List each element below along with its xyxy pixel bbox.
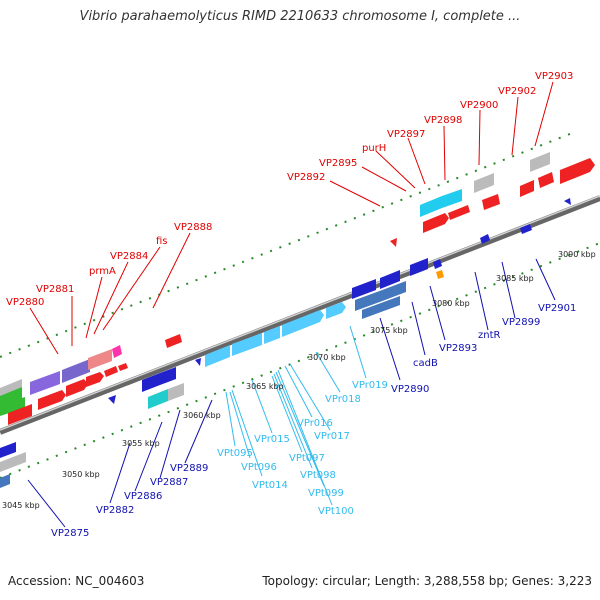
rna-label[interactable]: VPt096 <box>241 462 277 473</box>
rna-label[interactable]: VPt097 <box>289 453 325 464</box>
accession-text: Accession: NC_004603 <box>8 574 145 588</box>
chromosome-backbone <box>0 195 600 435</box>
rna-label[interactable]: VPt098 <box>300 470 336 481</box>
rna-label[interactable]: VPt014 <box>252 480 288 491</box>
scale-label: 3045 kbp <box>2 501 40 510</box>
gene-label[interactable]: VP2880 <box>6 297 44 308</box>
scale-label: 3050 kbp <box>62 470 100 479</box>
scale-label: 3060 kbp <box>183 411 221 420</box>
gene-label[interactable]: VP2899 <box>502 317 540 328</box>
gene-label[interactable]: purH <box>362 143 386 154</box>
rna-label[interactable]: VPt100 <box>318 506 354 517</box>
scale-label: 3055 kbp <box>122 439 160 448</box>
rna-label[interactable]: VPt099 <box>308 488 344 499</box>
rna-label[interactable]: VPt095 <box>217 448 253 459</box>
gene-label[interactable]: VP2895 <box>319 158 357 169</box>
gene-label[interactable]: VP2898 <box>424 115 462 126</box>
gene-label[interactable]: VP2901 <box>538 303 576 314</box>
rna-label[interactable]: VPr017 <box>314 431 350 442</box>
upper-leader-lines <box>29 81 554 355</box>
gene-label[interactable]: VP2882 <box>96 505 134 516</box>
gene-label[interactable]: cadB <box>413 358 438 369</box>
scale-label: 3070 kbp <box>308 353 346 362</box>
rna-labels[interactable]: VPt095 VPt096 VPt014 VPr015 VPr016 VPr01… <box>217 380 388 517</box>
gene-label[interactable]: VP2892 <box>287 172 325 183</box>
gene-label[interactable]: VP2897 <box>387 129 425 140</box>
gene-features[interactable] <box>0 152 595 488</box>
gene-label[interactable]: VP2884 <box>110 251 148 262</box>
lower-gene-labels[interactable]: VP2875 VP2882 VP2886 VP2887 VP2889 VP289… <box>51 303 576 539</box>
scale-label: 3090 kbp <box>558 250 596 259</box>
gene-label[interactable]: VP2875 <box>51 528 89 539</box>
gene-label[interactable]: VP2893 <box>439 343 477 354</box>
topology-summary: Topology: circular; Length: 3,288,558 bp… <box>262 574 592 588</box>
gene-label[interactable]: VP2889 <box>170 463 208 474</box>
rna-leader-lines <box>225 325 367 506</box>
scale-label: 3075 kbp <box>370 326 408 335</box>
map-title: Vibrio parahaemolyticus RIMD 2210633 chr… <box>79 9 521 24</box>
gene-label[interactable]: VP2903 <box>535 71 573 82</box>
rna-label[interactable]: VPr019 <box>352 380 388 391</box>
gene-label[interactable]: VP2888 <box>174 222 212 233</box>
lower-leader-lines <box>27 258 556 528</box>
rna-label[interactable]: VPr016 <box>297 418 333 429</box>
scale-label: 3080 kbp <box>432 299 470 308</box>
gene-label[interactable]: VP2881 <box>36 284 74 295</box>
rna-label[interactable]: VPr015 <box>254 434 290 445</box>
scale-labels: 3045 kbp 3050 kbp 3055 kbp 3060 kbp 3065… <box>2 250 596 510</box>
gene-label[interactable]: zntR <box>478 330 501 341</box>
scale-label: 3085 kbp <box>496 274 534 283</box>
gene-label[interactable]: VP2886 <box>124 491 162 502</box>
gene-label[interactable]: VP2890 <box>391 384 429 395</box>
gene-label[interactable]: fis <box>156 236 168 247</box>
upper-gene-labels[interactable]: VP2880 VP2881 prmA VP2884 fis VP2888 VP2… <box>6 71 573 308</box>
rna-label[interactable]: VPr018 <box>325 394 361 405</box>
scale-label: 3065 kbp <box>246 382 284 391</box>
gene-label[interactable]: VP2887 <box>150 477 188 488</box>
gene-label[interactable]: VP2902 <box>498 86 536 97</box>
gene-label[interactable]: prmA <box>89 266 116 277</box>
gene-label[interactable]: VP2900 <box>460 100 498 111</box>
